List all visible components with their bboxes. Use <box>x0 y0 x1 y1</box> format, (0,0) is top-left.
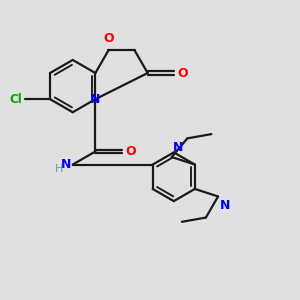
Text: N: N <box>90 93 100 106</box>
Text: H: H <box>55 164 64 174</box>
Text: N: N <box>173 141 184 154</box>
Text: O: O <box>177 67 188 80</box>
Text: N: N <box>220 200 230 212</box>
Text: O: O <box>125 145 136 158</box>
Text: N: N <box>61 158 71 171</box>
Text: O: O <box>103 32 114 45</box>
Text: Cl: Cl <box>10 93 22 106</box>
